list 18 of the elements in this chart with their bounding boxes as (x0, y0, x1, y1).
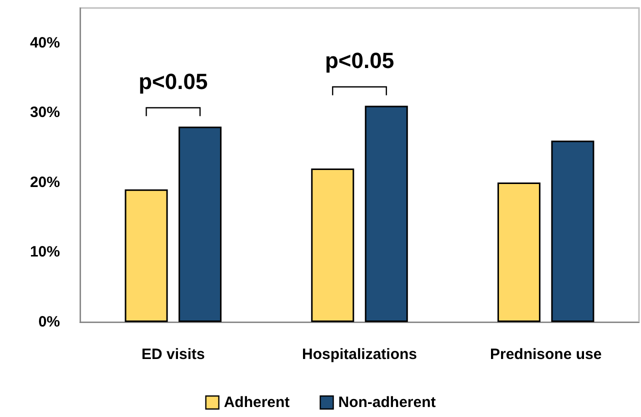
y-tick-label: 30% (30, 104, 60, 122)
bar (178, 126, 222, 322)
bar (311, 168, 354, 322)
x-tick-label: ED visits (141, 346, 205, 363)
y-tick-label: 10% (30, 244, 60, 261)
bar (364, 106, 408, 322)
legend-label: Adherent (224, 394, 290, 411)
bar (551, 140, 594, 322)
y-tick-label: 40% (30, 34, 60, 52)
x-tick-label: Hospitalizations (302, 346, 418, 363)
bar (124, 189, 168, 322)
annotation: p<0.05 (138, 68, 208, 94)
bar (497, 182, 540, 322)
legend-label: Non-adherent (338, 394, 436, 411)
annotation: p<0.05 (324, 48, 394, 73)
x-tick-label: Prednisone use (490, 346, 602, 363)
y-tick-label: 0% (38, 314, 60, 330)
y-tick-label: 20% (30, 174, 60, 191)
